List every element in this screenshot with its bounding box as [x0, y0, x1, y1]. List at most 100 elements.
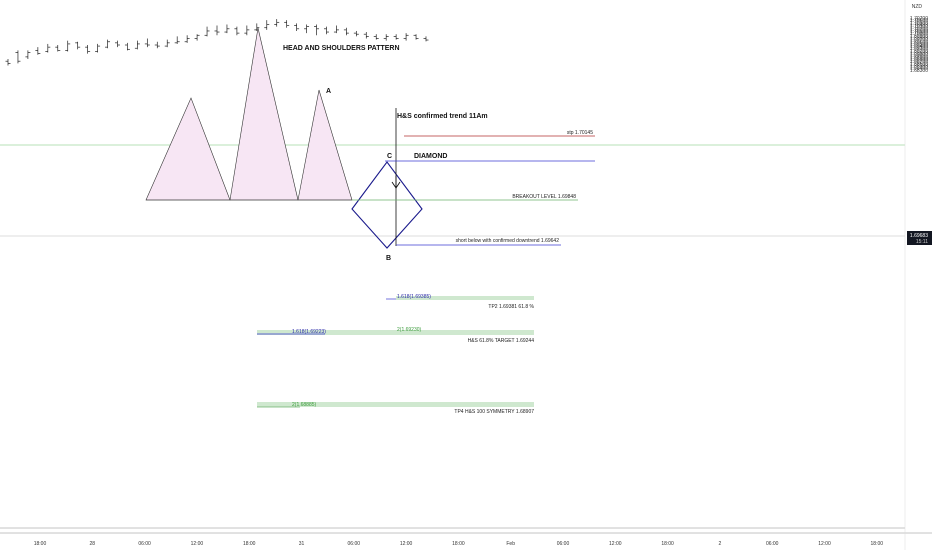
price-badge-time: 15:11 — [916, 239, 928, 245]
point-c-label: C — [387, 153, 392, 160]
price-badge-price: 1.69683 — [910, 233, 928, 239]
fib2-right-label: 2(1.69230) — [397, 327, 422, 333]
diamond-label: DIAMOND — [414, 153, 447, 160]
hs-pattern-title: HEAD AND SHOULDERS PATTERN — [283, 45, 400, 52]
candle — [353, 30, 359, 37]
candle — [423, 36, 429, 42]
tp2-label: TP2 1.69381 61.8 % — [488, 304, 534, 310]
y-tick-label: 1.69400 — [910, 44, 928, 50]
x-tick-label: 31 — [299, 541, 305, 547]
short-below-label: short below with confirmed downtrend 1.6… — [456, 238, 560, 244]
candle — [25, 50, 31, 60]
y-tick-label: 1.69200 — [910, 48, 928, 54]
y-tick-label: 1.69000 — [910, 53, 928, 59]
x-tick-label: 12:00 — [191, 541, 204, 547]
candle — [5, 59, 11, 66]
candle — [214, 25, 220, 36]
candle — [244, 25, 250, 36]
x-tick-label: 18:00 — [452, 541, 465, 547]
candle — [85, 45, 91, 54]
tp4-label: TP4 H&S 100 SYMMETRY 1.68907 — [454, 409, 534, 415]
candle — [393, 34, 399, 40]
hs-head — [229, 27, 299, 201]
fib-band-3 — [257, 402, 534, 407]
candle — [304, 24, 310, 34]
x-tick-label: 06:00 — [766, 541, 779, 547]
candle — [373, 34, 379, 40]
price-axis[interactable]: 1.707001.706001.705001.704001.703001.702… — [910, 16, 928, 74]
y-tick-label: 1.68900 — [910, 55, 928, 61]
y-tick-label: 1.68800 — [910, 57, 928, 63]
candle — [144, 38, 150, 48]
candle — [234, 26, 240, 36]
candle — [15, 50, 21, 64]
candle — [114, 40, 120, 48]
candle — [174, 36, 180, 44]
fib-band-1 — [396, 296, 534, 300]
y-tick-label: 1.70200 — [910, 27, 928, 33]
x-tick-label: 06:00 — [557, 541, 570, 547]
candle — [224, 24, 230, 34]
candle — [413, 34, 419, 40]
candle — [164, 39, 170, 48]
candle — [55, 45, 61, 52]
fib3-label: 2(1.68885) — [292, 402, 317, 408]
x-tick-label: Feb — [506, 541, 515, 547]
x-tick-label: 12:00 — [400, 541, 413, 547]
stp-label: stp 1.70145 — [567, 130, 593, 136]
fib2-left-label: 1.618(1.69223) — [292, 329, 326, 335]
y-tick-label: 1.70400 — [910, 22, 928, 28]
candle — [383, 34, 389, 41]
candle — [363, 32, 369, 39]
candle — [184, 35, 190, 43]
y-tick-label: 1.68300 — [910, 68, 928, 74]
candle — [194, 34, 200, 41]
candle — [134, 40, 140, 50]
diamond-pattern — [351, 161, 423, 249]
candle — [333, 25, 339, 34]
y-tick-label: 1.70500 — [910, 20, 928, 26]
hs-target-label: H&S 61.8% TARGET 1.69244 — [468, 338, 535, 344]
candle — [65, 40, 71, 52]
x-tick-label: 06:00 — [348, 541, 361, 547]
hs-confirmed-label: H&S confirmed trend 11Am — [397, 113, 488, 120]
candle — [75, 41, 81, 50]
y-tick-label: 1.69300 — [910, 46, 928, 52]
candle — [323, 26, 329, 35]
x-tick-label: 18:00 — [871, 541, 884, 547]
candle — [264, 20, 270, 30]
candle — [343, 27, 349, 36]
point-a-label: A — [326, 88, 331, 95]
candle — [403, 33, 409, 41]
y-tick-label: 1.70300 — [910, 25, 928, 31]
candle — [254, 23, 260, 31]
x-tick-label: 2 — [719, 541, 722, 547]
y-tick-label: 1.68400 — [910, 66, 928, 72]
time-axis[interactable]: 18:00 28 06:00 12:00 18:00 31 06:00 12:00 18:00 F… — [34, 541, 884, 547]
y-tick-label: 1.69100 — [910, 51, 928, 57]
x-tick-label: 12:00 — [818, 541, 831, 547]
price-badge — [907, 231, 932, 245]
y-tick-label: 1.70600 — [910, 18, 928, 24]
y-tick-label: 1.70700 — [910, 16, 928, 22]
y-tick-label: 1.70000 — [910, 31, 928, 37]
candle — [314, 24, 320, 36]
candle — [154, 41, 160, 49]
candle — [294, 23, 300, 31]
y-tick-label: 1.69700 — [910, 38, 928, 44]
y-tick-label: 1.68700 — [910, 59, 928, 65]
candle — [105, 39, 111, 49]
candle — [95, 43, 101, 53]
x-tick-label: 18:00 — [661, 541, 674, 547]
y-tick-label: 1.68500 — [910, 64, 928, 70]
breakout-label: BREAKOUT LEVEL 1.69848 — [512, 194, 576, 200]
y-tick-label: 1.70100 — [910, 29, 928, 35]
y-tick-label: 1.69800 — [910, 35, 928, 41]
fib1-label: 1.618(1.69385) — [397, 294, 431, 300]
x-tick-label: 18:00 — [34, 541, 47, 547]
x-tick-label: 12:00 — [609, 541, 622, 547]
candle — [124, 42, 130, 51]
y-tick-label: 1.68600 — [910, 61, 928, 67]
y-tick-label: 1.69600 — [910, 40, 928, 46]
